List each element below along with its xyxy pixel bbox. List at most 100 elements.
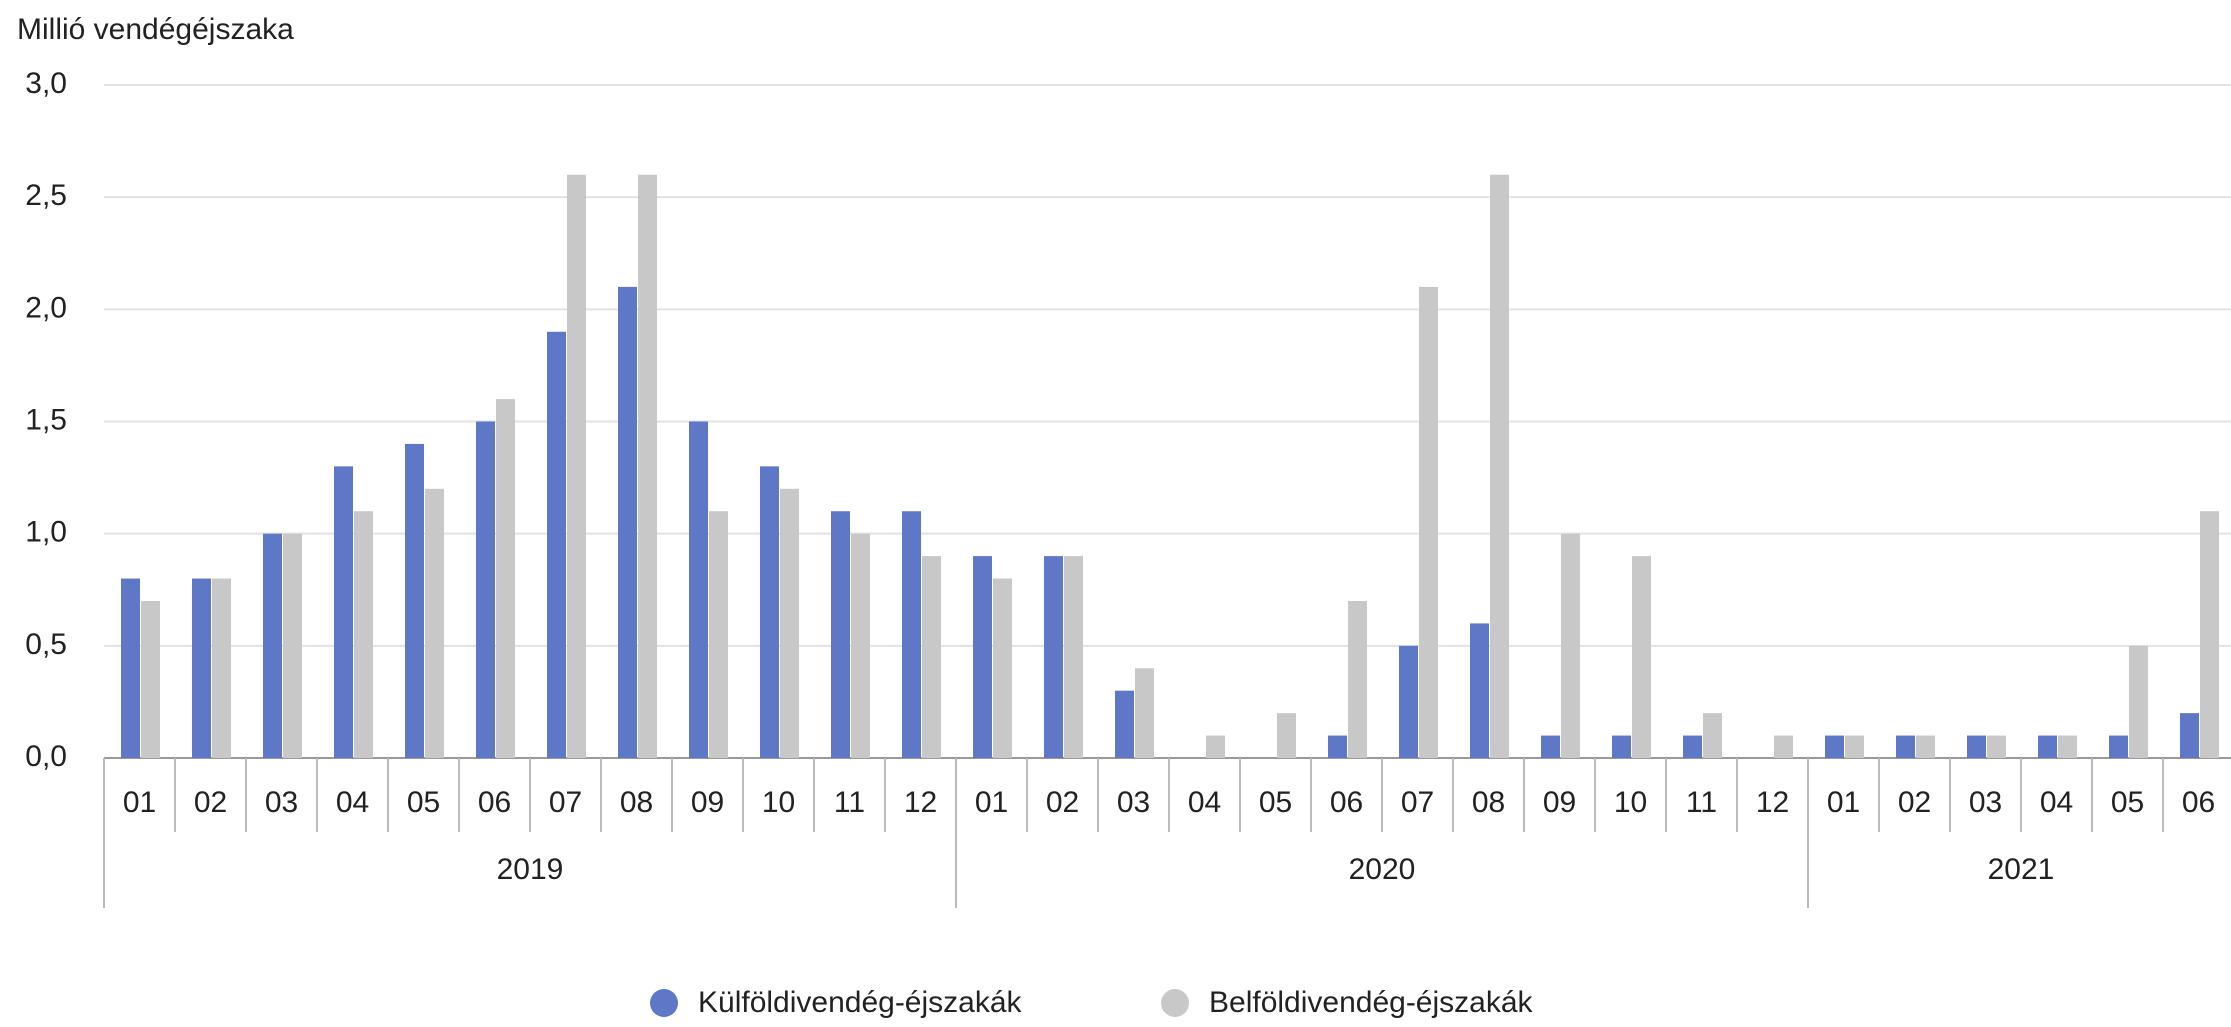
bar <box>263 533 282 758</box>
legend-label: Belföldivendég-éjszakák <box>1209 986 1534 1019</box>
bar <box>1845 735 1864 758</box>
bar <box>1206 735 1225 758</box>
x-tick-label: 06 <box>478 786 511 819</box>
bar <box>192 578 211 758</box>
bar <box>121 578 140 758</box>
bar <box>2200 511 2219 758</box>
y-tick-label: 2,5 <box>25 179 67 212</box>
bar <box>1419 286 1438 758</box>
bar <box>334 466 353 758</box>
x-tick-label: 11 <box>1686 786 1717 819</box>
bar <box>1348 600 1367 758</box>
legend-swatch <box>650 989 678 1017</box>
bar <box>1703 713 1722 758</box>
bar <box>1896 735 1915 758</box>
x-tick-label: 02 <box>1046 786 1079 819</box>
x-tick-label: 03 <box>1117 786 1150 819</box>
x-tick-label: 02 <box>1898 786 1931 819</box>
bar <box>780 488 799 758</box>
bar <box>547 331 566 758</box>
bar <box>709 511 728 758</box>
bar <box>2180 713 2199 758</box>
bar <box>1916 735 1935 758</box>
bar <box>638 174 657 758</box>
bar <box>689 421 708 758</box>
bar <box>1632 556 1651 758</box>
bar <box>2058 735 2077 758</box>
x-tick-label: 12 <box>904 786 937 819</box>
bar <box>1044 556 1063 758</box>
bar <box>425 488 444 758</box>
bar <box>922 556 941 758</box>
bar <box>1967 735 1986 758</box>
bar <box>1399 645 1418 758</box>
x-tick-label: 10 <box>762 786 795 819</box>
bar <box>1490 174 1509 758</box>
y-tick-label: 1,0 <box>25 516 67 549</box>
x-tick-label: 03 <box>1969 786 2002 819</box>
bar <box>1470 623 1489 758</box>
x-tick-label: 01 <box>1827 786 1860 819</box>
legend-swatch <box>1161 989 1189 1017</box>
bar <box>283 533 302 758</box>
bar <box>567 174 586 758</box>
group-label: 2019 <box>497 853 564 886</box>
x-tick-label: 11 <box>834 786 865 819</box>
x-tick-label: 03 <box>265 786 298 819</box>
bar <box>973 556 992 758</box>
group-label: 2020 <box>1349 853 1416 886</box>
bar <box>1561 533 1580 758</box>
y-tick-label: 2,0 <box>25 291 67 324</box>
x-tick-label: 04 <box>2040 786 2073 819</box>
x-tick-label: 02 <box>194 786 227 819</box>
bar <box>405 443 424 758</box>
bar <box>1987 735 2006 758</box>
y-tick-label: 0,5 <box>25 628 67 661</box>
bar <box>1683 735 1702 758</box>
bar <box>1064 556 1083 758</box>
bar <box>212 578 231 758</box>
bar <box>760 466 779 758</box>
x-tick-label: 06 <box>1330 786 1363 819</box>
bar <box>1328 735 1347 758</box>
bar <box>2038 735 2057 758</box>
x-tick-label: 06 <box>2182 786 2215 819</box>
x-tick-label: 09 <box>691 786 724 819</box>
bar <box>1825 735 1844 758</box>
x-tick-label: 01 <box>123 786 156 819</box>
bar <box>831 511 850 758</box>
group-label: 2021 <box>1988 853 2055 886</box>
bar <box>1135 668 1154 758</box>
bar <box>1612 735 1631 758</box>
bar <box>354 511 373 758</box>
bar <box>141 600 160 758</box>
bar <box>851 533 870 758</box>
x-tick-label: 07 <box>549 786 582 819</box>
x-tick-label: 08 <box>1472 786 1505 819</box>
x-tick-label: 01 <box>975 786 1008 819</box>
y-tick-label: 0,0 <box>25 740 67 773</box>
x-tick-label: 07 <box>1401 786 1434 819</box>
bar <box>902 511 921 758</box>
x-tick-label: 12 <box>1756 786 1789 819</box>
x-tick-label: 05 <box>1259 786 1292 819</box>
bar <box>2129 645 2148 758</box>
x-tick-label: 10 <box>1614 786 1647 819</box>
bar <box>1774 735 1793 758</box>
x-tick-label: 08 <box>620 786 653 819</box>
bar <box>618 286 637 758</box>
bar <box>496 399 515 758</box>
bar <box>993 578 1012 758</box>
bar <box>1115 690 1134 758</box>
legend-label: Külföldivendég-éjszakák <box>698 986 1023 1019</box>
bar <box>2109 735 2128 758</box>
bar <box>1277 713 1296 758</box>
y-tick-label: 3,0 <box>25 67 67 100</box>
x-tick-label: 09 <box>1543 786 1576 819</box>
bar <box>476 421 495 758</box>
x-tick-label: 04 <box>1188 786 1221 819</box>
x-tick-label: 05 <box>407 786 440 819</box>
x-tick-label: 04 <box>336 786 369 819</box>
